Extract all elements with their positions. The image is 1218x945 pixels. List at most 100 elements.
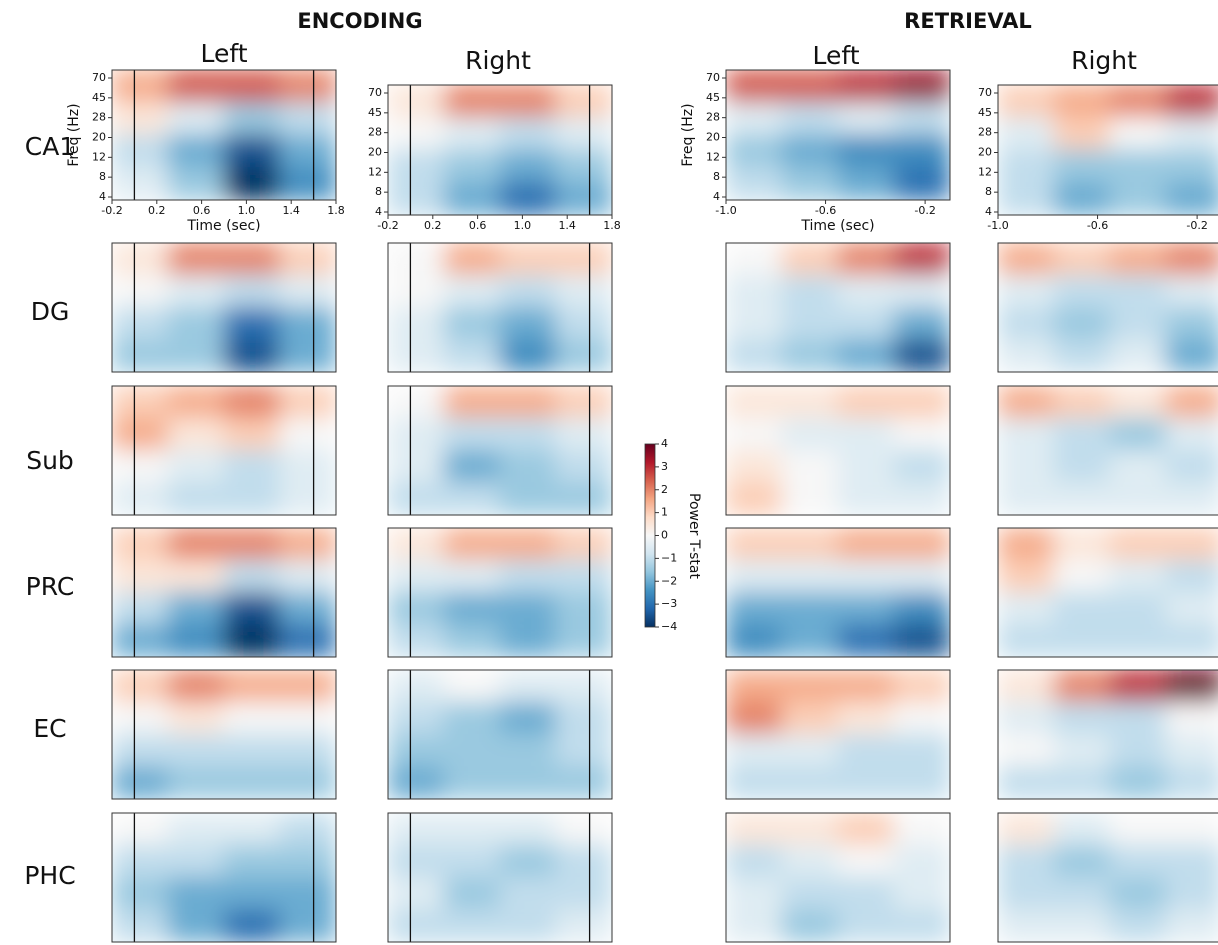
x-tick-label: -0.6 <box>1087 219 1108 232</box>
heatmap-cell <box>1054 624 1111 657</box>
colorbar <box>645 444 655 627</box>
heatmap-cell <box>782 450 839 483</box>
heatmap-panel <box>112 386 337 516</box>
heatmap-cell <box>280 845 337 878</box>
y-tick-label: 20 <box>706 131 720 144</box>
heatmap-cell <box>444 813 501 846</box>
heatmap-cell <box>280 734 337 767</box>
heatmap-cell <box>224 450 281 483</box>
heatmap-cell <box>224 528 281 561</box>
heatmap-cell <box>726 243 783 276</box>
heatmap-cell <box>894 877 951 910</box>
heatmap-cell <box>224 418 281 451</box>
heatmap-cell <box>556 734 613 767</box>
heatmap-cell <box>280 275 337 308</box>
heatmap-cell <box>1166 275 1218 308</box>
heatmap-cell <box>280 877 337 910</box>
heatmap-cell <box>556 418 613 451</box>
x-tick-label: -1.0 <box>987 219 1008 232</box>
heatmap-cell <box>782 670 839 703</box>
heatmap-cell <box>1166 85 1218 119</box>
heatmap-cell <box>388 528 445 561</box>
heatmap-cell <box>444 592 501 625</box>
heatmap-panel <box>726 670 951 800</box>
heatmap-cell <box>224 624 281 657</box>
heatmap-cell <box>280 418 337 451</box>
heatmap-cell <box>782 386 839 419</box>
colorbar-tick-label: −3 <box>661 597 677 610</box>
heatmap-cell <box>782 813 839 846</box>
x-axis-label: Time (sec) <box>800 218 874 234</box>
heatmap-cell <box>726 70 783 104</box>
heatmap-cell <box>726 275 783 308</box>
heatmap-cell <box>726 339 783 372</box>
heatmap-cell <box>1054 560 1111 593</box>
x-tick-label: -0.2 <box>101 204 122 217</box>
heatmap-cell <box>388 766 445 799</box>
heatmap-cells <box>112 386 337 516</box>
heatmap-cell <box>998 560 1055 593</box>
y-tick-label: 45 <box>368 106 382 119</box>
heatmap-cell <box>224 670 281 703</box>
heatmap-cell <box>838 528 895 561</box>
colorbar-tick-label: −1 <box>661 551 677 564</box>
heatmap-cell <box>838 482 895 515</box>
heatmap-cell <box>894 275 951 308</box>
heatmap-cell <box>168 624 225 657</box>
heatmap-panel <box>998 670 1218 800</box>
heatmap-cell <box>280 339 337 372</box>
heatmap-cell <box>726 386 783 419</box>
region-label: EC <box>33 714 66 743</box>
heatmap-panel <box>388 386 613 516</box>
heatmap-cells <box>112 528 337 658</box>
heatmap-cell <box>726 418 783 451</box>
heatmap-cell <box>894 560 951 593</box>
heatmap-cell <box>1166 702 1218 735</box>
heatmap-cell <box>280 135 337 169</box>
heatmap-cell <box>1054 528 1111 561</box>
colorbar-tick-label: 1 <box>661 506 668 519</box>
heatmap-cell <box>556 528 613 561</box>
heatmap-cell <box>556 482 613 515</box>
heatmap-cells <box>112 813 337 943</box>
heatmap-cell <box>112 528 169 561</box>
heatmap-cell <box>556 85 613 119</box>
heatmap-cell <box>444 877 501 910</box>
heatmap-cell <box>168 386 225 419</box>
heatmap-cell <box>1110 339 1167 372</box>
heatmap-cell <box>998 275 1055 308</box>
heatmap-cell <box>1166 766 1218 799</box>
heatmap-cell <box>388 307 445 340</box>
x-tick-label: -1.0 <box>715 204 736 217</box>
heatmap-cell <box>168 450 225 483</box>
heatmap-cell <box>782 70 839 104</box>
heatmap-cell <box>444 85 501 119</box>
heatmap-cell <box>168 813 225 846</box>
heatmap-cell <box>726 482 783 515</box>
heatmap-cell <box>1166 624 1218 657</box>
heatmap-cell <box>1110 275 1167 308</box>
heatmap-cells <box>388 813 613 943</box>
heatmap-cell <box>1166 734 1218 767</box>
heatmap-cell <box>726 167 783 201</box>
heatmap-cell <box>168 102 225 136</box>
heatmap-cell <box>388 734 445 767</box>
heatmap-cell <box>998 624 1055 657</box>
heatmap-cell <box>444 386 501 419</box>
heatmap-cell <box>444 339 501 372</box>
heatmap-cell <box>388 150 445 184</box>
heatmap-cell <box>1054 418 1111 451</box>
heatmap-cell <box>1110 592 1167 625</box>
heatmap-cell <box>838 450 895 483</box>
heatmap-cell <box>1166 150 1218 184</box>
heatmap-cell <box>224 766 281 799</box>
heatmap-panel <box>998 813 1218 943</box>
heatmap-cell <box>168 845 225 878</box>
heatmap-cell <box>1166 528 1218 561</box>
heatmap-panel <box>112 243 337 373</box>
heatmap-cell <box>998 877 1055 910</box>
heatmap-cell <box>224 813 281 846</box>
heatmap-cell <box>782 909 839 942</box>
heatmap-cell <box>500 877 557 910</box>
heatmap-cell <box>894 307 951 340</box>
